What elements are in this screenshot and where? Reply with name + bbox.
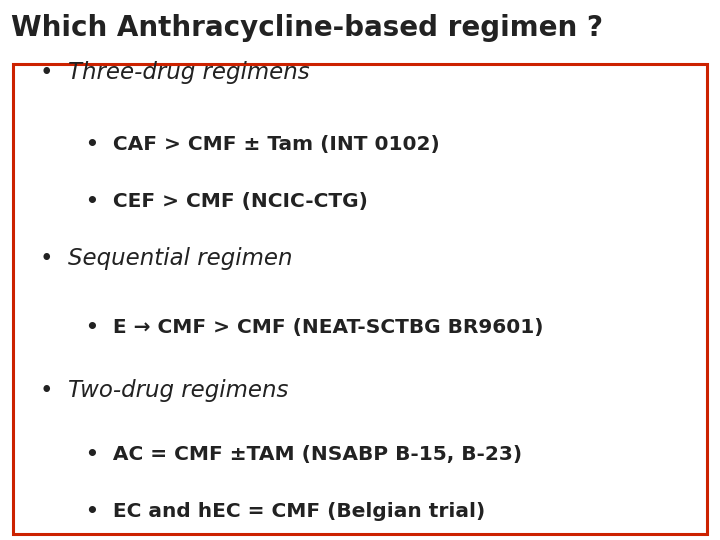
Text: •  AC = CMF ±TAM (NSABP B-15, B-23): • AC = CMF ±TAM (NSABP B-15, B-23): [65, 446, 522, 464]
Text: •  E → CMF > CMF (NEAT-SCTBG BR9601): • E → CMF > CMF (NEAT-SCTBG BR9601): [65, 319, 544, 338]
Text: •  CAF > CMF ± Tam (INT 0102): • CAF > CMF ± Tam (INT 0102): [65, 135, 439, 154]
Text: •  Two-drug regimens: • Two-drug regimens: [40, 379, 288, 402]
Text: Which Anthracycline-based regimen ?: Which Anthracycline-based regimen ?: [11, 14, 603, 42]
Text: •  Three-drug regimens: • Three-drug regimens: [40, 60, 309, 84]
Text: •  Sequential regimen: • Sequential regimen: [40, 247, 292, 270]
Text: •  CEF > CMF (NCIC-CTG): • CEF > CMF (NCIC-CTG): [65, 192, 368, 211]
Text: •  EC and hEC = CMF (Belgian trial): • EC and hEC = CMF (Belgian trial): [65, 502, 485, 521]
